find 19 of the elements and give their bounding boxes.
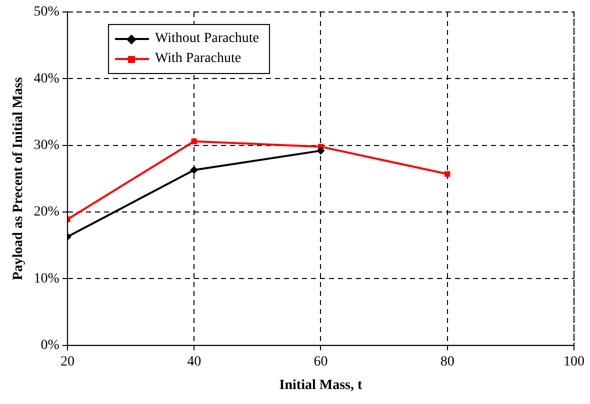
y-tick-label: 50% bbox=[34, 4, 60, 20]
y-tick-label: 20% bbox=[34, 204, 60, 220]
point bbox=[316, 146, 325, 155]
y-tick-label: 10% bbox=[34, 271, 60, 286]
x-tick-label: 40 bbox=[187, 354, 202, 370]
point bbox=[190, 166, 198, 174]
y-axis-title: Payload as Precent of Initial Mass bbox=[11, 76, 26, 280]
legend-label: Without Parachute bbox=[155, 30, 260, 48]
y-tick-label: 0% bbox=[40, 338, 60, 354]
point bbox=[444, 171, 450, 177]
y-tick-label: 40% bbox=[34, 71, 60, 86]
x-tick-label: 100 bbox=[564, 354, 584, 370]
x-tick-label: 60 bbox=[314, 354, 328, 370]
y-tick-label: 30% bbox=[34, 138, 60, 154]
x-tick-label: 80 bbox=[440, 354, 454, 370]
x-axis-title: Initial Mass, t bbox=[279, 378, 362, 394]
legend-label: With Parachute bbox=[155, 50, 242, 68]
x-tick-label: 20 bbox=[60, 354, 74, 370]
point bbox=[191, 138, 197, 144]
